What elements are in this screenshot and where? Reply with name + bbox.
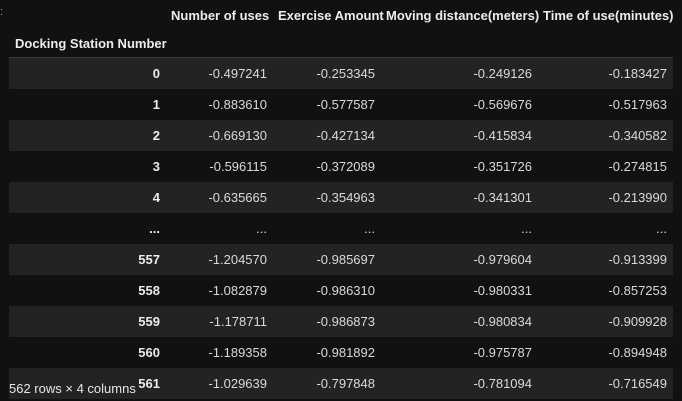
cell-time-of-use: -0.909928 [608, 313, 667, 329]
table-row: 559 -1.178711 -0.986873 -0.980834 -0.909… [9, 305, 673, 337]
cell-number-of-uses: -1.178711 [209, 313, 267, 329]
column-header-row: Number of uses Exercise Amount Moving di… [9, 0, 674, 30]
header-corner-cell [9, 0, 166, 30]
index-name-filler [166, 30, 273, 58]
cell-number-of-uses: -1.189358 [208, 344, 267, 360]
table-row: 3 -0.596115 -0.372089 -0.351726 -0.27481… [9, 150, 673, 182]
cell-moving-distance: -0.415834 [473, 127, 532, 143]
cell-exercise-amount: -0.981892 [316, 344, 375, 360]
cell-number-of-uses: -1.029639 [208, 375, 267, 391]
cell-time-of-use: -0.913399 [608, 251, 667, 267]
table-row: 2 -0.669130 -0.427134 -0.415834 -0.34058… [9, 119, 673, 151]
cell-number-of-uses: -0.635665 [208, 189, 267, 205]
table-body: 0 -0.497241 -0.253345 -0.249126 -0.18342… [9, 57, 673, 399]
row-index: 1 [152, 96, 160, 112]
cell-time-of-use: -0.716549 [608, 375, 667, 391]
row-index: 561 [138, 375, 160, 391]
cell-time-of-use: ... [656, 220, 667, 236]
table-row: 4 -0.635665 -0.354963 -0.341301 -0.21399… [9, 181, 673, 213]
table-row: 561 -1.029639 -0.797848 -0.781094 -0.716… [9, 367, 673, 399]
index-name-filler [381, 30, 538, 58]
cell-time-of-use: -0.340582 [608, 127, 667, 143]
table-row: 0 -0.497241 -0.253345 -0.249126 -0.18342… [9, 57, 673, 89]
cell-time-of-use: -0.894948 [608, 344, 667, 360]
column-header-moving-distance: Moving distance(meters) [386, 7, 540, 23]
row-index: 558 [138, 282, 160, 298]
cell-number-of-uses: -0.497241 [208, 65, 267, 81]
table-header: Number of uses Exercise Amount Moving di… [9, 0, 674, 58]
cell-exercise-amount: -0.577587 [316, 96, 375, 112]
cell-number-of-uses: ... [256, 220, 267, 236]
cell-moving-distance: -0.341301 [473, 189, 532, 205]
cell-moving-distance: -0.980834 [473, 313, 532, 329]
index-name-label: Docking Station Number [9, 30, 167, 58]
cell-number-of-uses: -1.082879 [208, 282, 267, 298]
table-row: 557 -1.204570 -0.985697 -0.979604 -0.913… [9, 243, 673, 275]
cell-time-of-use: -0.274815 [608, 158, 667, 174]
cell-exercise-amount: -0.253345 [316, 65, 375, 81]
column-header-number-of-uses: Number of uses [171, 7, 270, 23]
index-name-filler [273, 30, 381, 58]
index-name-row: Docking Station Number [9, 30, 673, 58]
cell-moving-distance: -0.569676 [473, 96, 532, 112]
table-row: 1 -0.883610 -0.577587 -0.569676 -0.51796… [9, 88, 673, 120]
cell-time-of-use: -0.213990 [608, 189, 667, 205]
cell-number-of-uses: -0.596115 [209, 158, 267, 174]
cell-moving-distance: -0.975787 [473, 344, 532, 360]
cell-number-of-uses: -0.669130 [208, 127, 267, 143]
output-prompt-marker: : [0, 6, 4, 18]
row-index: 4 [152, 189, 160, 205]
index-name-filler [538, 30, 673, 58]
table-row: 560 -1.189358 -0.981892 -0.975787 -0.894… [9, 336, 673, 368]
cell-exercise-amount: -0.797848 [316, 375, 375, 391]
table-row-ellipsis: ... ... ... ... ... [9, 212, 673, 244]
cell-exercise-amount: -0.986310 [316, 282, 375, 298]
cell-number-of-uses: -0.883610 [208, 96, 267, 112]
row-index: 0 [152, 65, 160, 81]
dataframe-table: Number of uses Exercise Amount Moving di… [9, 0, 674, 399]
cell-moving-distance: -0.351726 [473, 158, 532, 174]
cell-exercise-amount: -0.986873 [316, 313, 375, 329]
row-index: 557 [138, 251, 160, 267]
cell-exercise-amount: ... [364, 220, 375, 236]
column-header-time-of-use: Time of use(minutes) [543, 7, 674, 23]
column-header-exercise-amount: Exercise Amount [278, 7, 384, 23]
cell-moving-distance: ... [521, 220, 532, 236]
cell-moving-distance: -0.979604 [473, 251, 532, 267]
row-index: 3 [152, 158, 160, 174]
row-index: ... [149, 220, 160, 236]
dataframe-shape-footer: 562 rows × 4 columns [9, 381, 136, 396]
cell-exercise-amount: -0.354963 [316, 189, 375, 205]
cell-time-of-use: -0.857253 [608, 282, 667, 298]
cell-number-of-uses: -1.204570 [208, 251, 267, 267]
row-index: 2 [152, 127, 160, 143]
cell-exercise-amount: -0.372089 [316, 158, 375, 174]
cell-moving-distance: -0.781094 [473, 375, 532, 391]
cell-moving-distance: -0.249126 [473, 65, 532, 81]
table-row: 558 -1.082879 -0.986310 -0.980331 -0.857… [9, 274, 673, 306]
cell-time-of-use: -0.517963 [608, 96, 667, 112]
row-index: 560 [138, 344, 160, 360]
cell-moving-distance: -0.980331 [473, 282, 532, 298]
row-index: 559 [138, 313, 160, 329]
cell-time-of-use: -0.183427 [608, 65, 667, 81]
cell-exercise-amount: -0.427134 [316, 127, 375, 143]
cell-exercise-amount: -0.985697 [316, 251, 375, 267]
